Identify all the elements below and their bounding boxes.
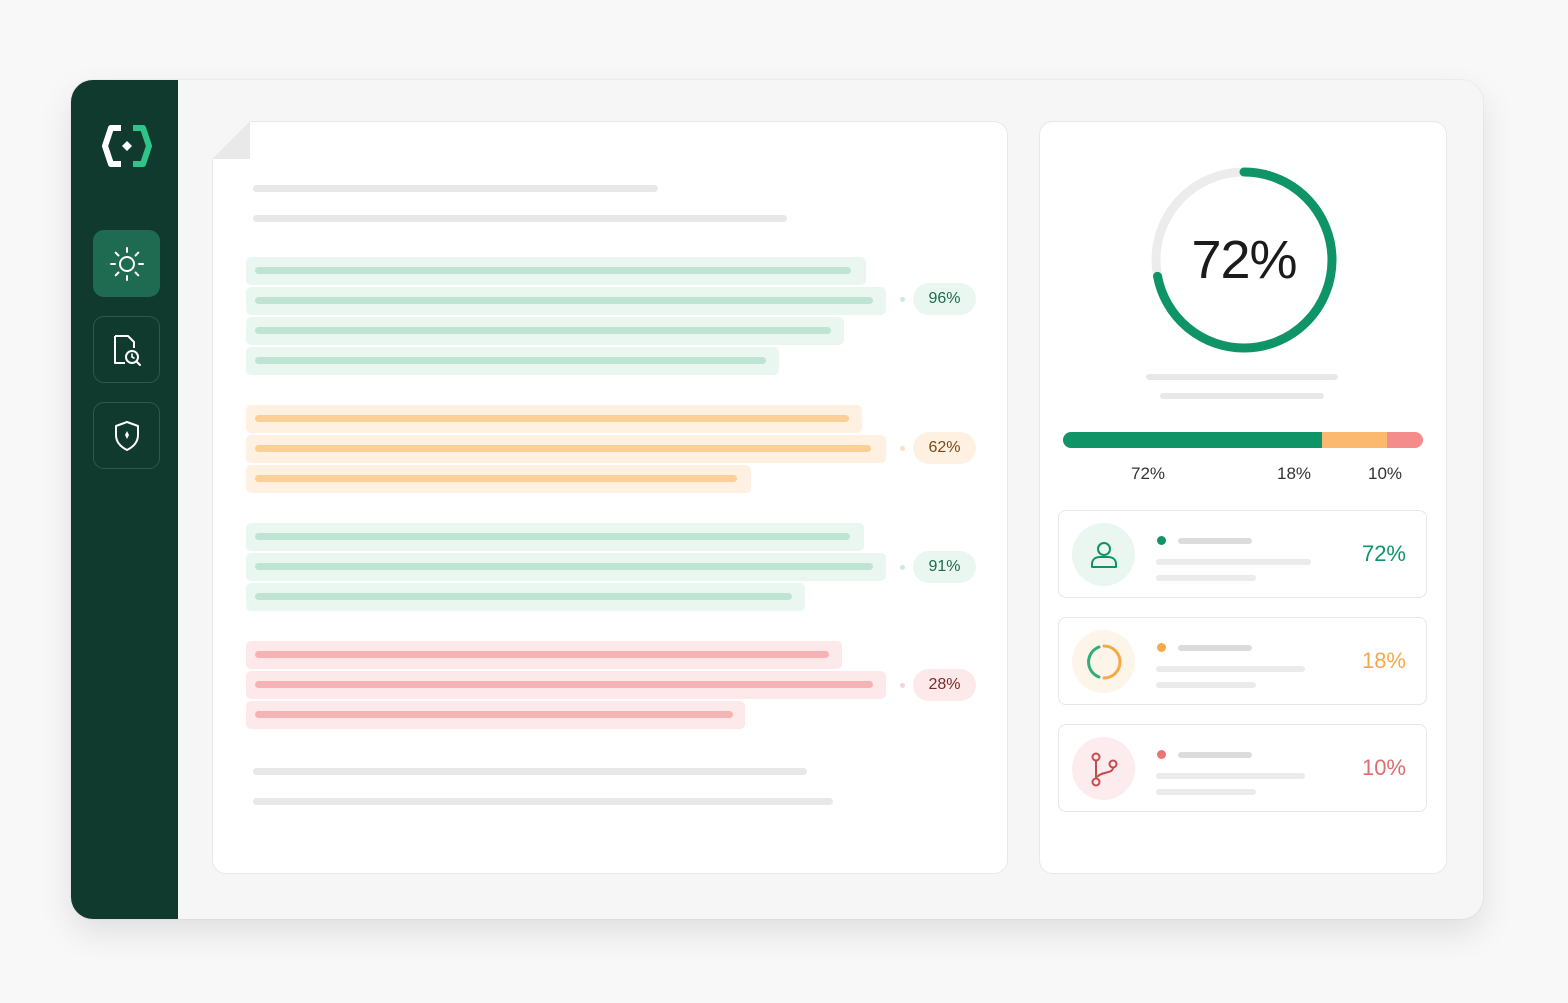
category-card-user[interactable]: 72% bbox=[1058, 510, 1427, 598]
card-value: 10% bbox=[1361, 755, 1406, 780]
distribution-segment-0 bbox=[1063, 432, 1323, 448]
highlight-line bbox=[246, 317, 844, 345]
text-line bbox=[1146, 374, 1338, 380]
shield-icon bbox=[114, 420, 139, 451]
status-dot bbox=[1157, 536, 1166, 545]
highlight-line bbox=[246, 671, 886, 699]
text-line bbox=[1160, 393, 1324, 399]
highlight-line bbox=[246, 465, 751, 493]
highlight-line bbox=[246, 583, 805, 611]
nav-document-search-button[interactable] bbox=[93, 316, 160, 383]
score-badge: 91% bbox=[913, 551, 976, 583]
text-line bbox=[1156, 666, 1305, 672]
text-line bbox=[1156, 559, 1311, 565]
user-icon-wrap bbox=[1072, 523, 1135, 586]
branch-icon bbox=[1091, 752, 1117, 786]
gauge-arc bbox=[1151, 167, 1337, 353]
highlight-line bbox=[246, 347, 779, 375]
card-value: 72% bbox=[1361, 541, 1406, 566]
highlight-line bbox=[246, 523, 864, 551]
gauge-value: 72% bbox=[1191, 230, 1297, 290]
text-line bbox=[253, 798, 833, 805]
category-card-partial[interactable]: 18% bbox=[1058, 617, 1427, 705]
text-line bbox=[1156, 773, 1305, 779]
text-line bbox=[253, 185, 658, 192]
text-line bbox=[1156, 575, 1256, 581]
card-value: 18% bbox=[1361, 648, 1406, 673]
text-line bbox=[1178, 538, 1252, 544]
user-icon bbox=[1090, 541, 1117, 568]
connector-dot bbox=[900, 565, 905, 570]
distribution-bar bbox=[1063, 432, 1423, 448]
distribution-label-fail: 10% bbox=[1368, 464, 1403, 483]
highlight-line bbox=[246, 257, 866, 285]
text-line bbox=[1178, 645, 1252, 651]
text-line bbox=[1156, 682, 1256, 688]
app-window: 96% 62% 91% 28% bbox=[71, 80, 1483, 919]
highlight-line bbox=[246, 405, 862, 433]
sidebar bbox=[71, 80, 178, 919]
highlight-line bbox=[246, 701, 745, 729]
highlight-line bbox=[246, 553, 886, 581]
connector-dot bbox=[900, 683, 905, 688]
document-preview: 96% 62% 91% 28% bbox=[212, 121, 1008, 874]
partial-icon-wrap bbox=[1072, 630, 1135, 693]
nav-shield-button[interactable] bbox=[93, 402, 160, 469]
score-gauge bbox=[1151, 167, 1337, 353]
score-badge: 96% bbox=[913, 283, 976, 315]
sun-icon bbox=[109, 246, 144, 281]
nav-sun-button[interactable] bbox=[93, 230, 160, 297]
page-fold bbox=[212, 121, 250, 159]
document-search-icon bbox=[113, 334, 141, 366]
text-line bbox=[1156, 789, 1256, 795]
distribution-segment-2 bbox=[1386, 432, 1423, 448]
highlight-line bbox=[246, 435, 886, 463]
connector-dot bbox=[900, 446, 905, 451]
partial-circle-icon bbox=[1086, 644, 1121, 679]
status-dot bbox=[1157, 750, 1166, 759]
score-badge: 28% bbox=[913, 669, 976, 701]
status-dot bbox=[1157, 643, 1166, 652]
distribution-label-pass: 72% bbox=[1131, 464, 1166, 483]
score-badge: 62% bbox=[913, 432, 976, 464]
distribution-segment-1 bbox=[1322, 432, 1387, 448]
summary-panel: 72% 72% 18% 10% 72% bbox=[1039, 121, 1447, 874]
highlight-line bbox=[246, 641, 842, 669]
text-line bbox=[253, 215, 787, 222]
distribution-label-partial: 18% bbox=[1277, 464, 1312, 483]
text-line bbox=[1178, 752, 1252, 758]
connector-dot bbox=[900, 297, 905, 302]
branch-icon-wrap bbox=[1072, 737, 1135, 800]
category-card-branch[interactable]: 10% bbox=[1058, 724, 1427, 812]
text-line bbox=[253, 768, 807, 775]
highlight-line bbox=[246, 287, 886, 315]
brackets-diamond-logo-icon[interactable] bbox=[101, 122, 153, 170]
